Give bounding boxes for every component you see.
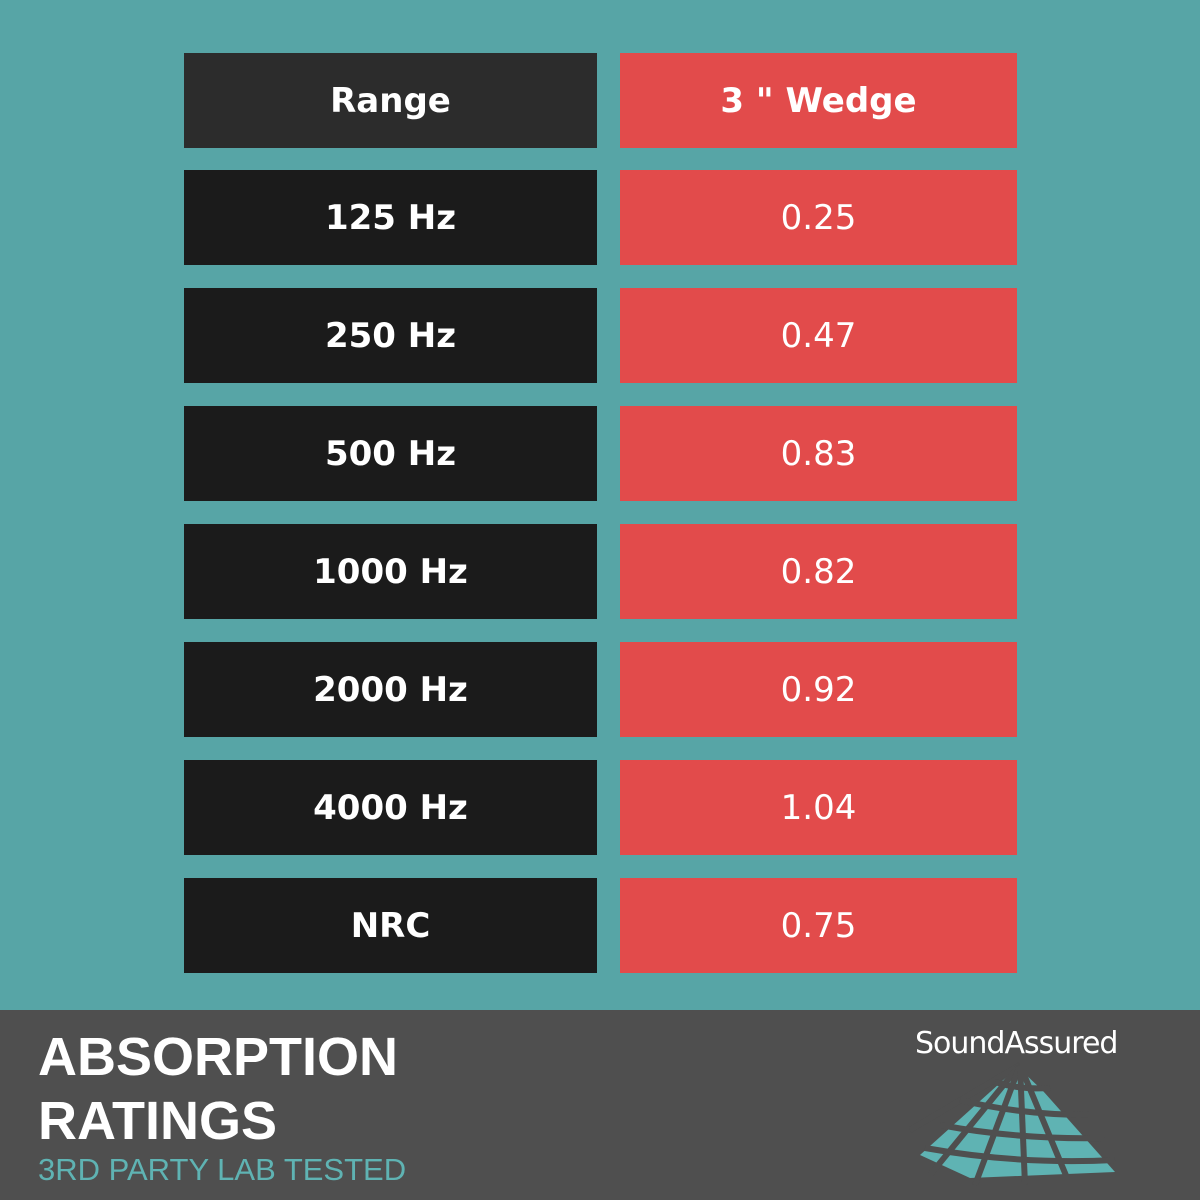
header-cell: 3 " Wedge (620, 53, 1017, 148)
range-cell: 500 Hz (184, 406, 597, 501)
header-cell: Range (184, 53, 597, 148)
footer: ABSORPTION RATINGS 3RD PARTY LAB TESTED … (0, 1010, 1200, 1200)
range-cell: NRC (184, 878, 597, 973)
footer-subtitle: 3RD PARTY LAB TESTED (38, 1152, 407, 1187)
logo-mark (908, 1062, 1123, 1187)
range-cell: 2000 Hz (184, 642, 597, 737)
value-cell: 0.83 (620, 406, 1017, 501)
value-cell: 0.82 (620, 524, 1017, 619)
value-cell: 0.47 (620, 288, 1017, 383)
value-cell: 0.75 (620, 878, 1017, 973)
footer-title: RATINGS (38, 1091, 277, 1151)
range-cell: 4000 Hz (184, 760, 597, 855)
footer-title: ABSORPTION (38, 1027, 399, 1087)
range-cell: 125 Hz (184, 170, 597, 265)
value-cell: 0.92 (620, 642, 1017, 737)
value-cell: 1.04 (620, 760, 1017, 855)
range-cell: 1000 Hz (184, 524, 597, 619)
range-cell: 250 Hz (184, 288, 597, 383)
value-cell: 0.25 (620, 170, 1017, 265)
logo-text: SoundAssured (915, 1026, 1118, 1061)
